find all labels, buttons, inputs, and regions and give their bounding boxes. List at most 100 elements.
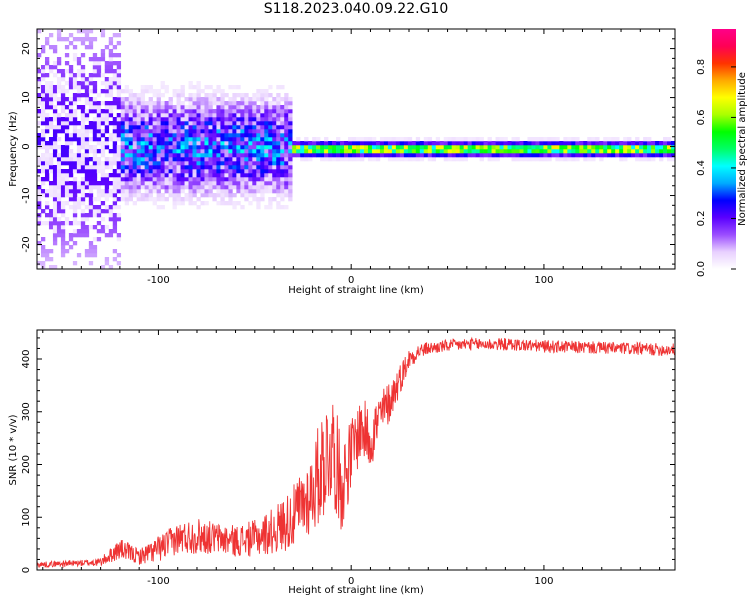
heatmap-cell bbox=[555, 137, 560, 142]
heatmap-cell bbox=[96, 105, 102, 110]
heatmap-cell bbox=[280, 177, 285, 182]
heatmap-cell bbox=[160, 181, 165, 186]
heatmap-cell bbox=[559, 153, 564, 158]
heatmap-cell bbox=[96, 157, 102, 162]
heatmap-cell bbox=[216, 149, 221, 154]
heatmap-cell bbox=[655, 141, 660, 146]
heatmap-cell bbox=[336, 141, 341, 146]
heatmap-cell bbox=[124, 149, 130, 154]
heatmap-cell bbox=[200, 165, 205, 170]
heatmap-cell bbox=[116, 113, 122, 118]
heatmap-cell bbox=[128, 113, 133, 118]
heatmap-cell bbox=[208, 177, 213, 182]
heatmap-cell bbox=[92, 89, 98, 94]
heatmap-cell bbox=[80, 93, 86, 98]
heatmap-cell bbox=[40, 117, 46, 122]
heatmap-cell bbox=[535, 141, 540, 146]
heatmap-cell bbox=[192, 105, 197, 110]
heatmap-cell bbox=[100, 169, 106, 174]
heatmap-cell bbox=[148, 101, 153, 106]
heatmap-cell bbox=[272, 113, 277, 118]
heatmap-cell bbox=[260, 117, 265, 122]
heatmap-cell bbox=[407, 149, 413, 154]
heatmap-cell bbox=[120, 149, 126, 154]
heatmap-cell bbox=[212, 169, 217, 174]
heatmap-cell bbox=[527, 149, 532, 154]
heatmap-cell bbox=[112, 149, 118, 154]
heatmap-cell bbox=[180, 197, 185, 202]
heatmap-cell bbox=[60, 93, 66, 98]
heatmap-cell bbox=[192, 97, 197, 102]
heatmap-cell bbox=[228, 129, 233, 134]
heatmap-cell bbox=[216, 125, 221, 130]
heatmap-cell bbox=[256, 189, 261, 194]
heatmap-cell bbox=[48, 69, 54, 74]
heatmap-cell bbox=[136, 97, 141, 102]
heatmap-cell bbox=[519, 141, 524, 146]
heatmap-cell bbox=[276, 97, 281, 102]
heatmap-cell bbox=[212, 117, 217, 122]
heatmap-cell bbox=[172, 157, 177, 162]
heatmap-cell bbox=[60, 181, 66, 186]
heatmap-cell bbox=[627, 145, 632, 150]
heatmap-cell bbox=[579, 141, 584, 146]
heatmap-cell bbox=[48, 213, 54, 218]
heatmap-cell bbox=[144, 113, 149, 118]
heatmap-cell bbox=[196, 117, 201, 122]
heatmap-cell bbox=[204, 177, 209, 182]
heatmap-cell bbox=[48, 189, 54, 194]
heatmap-cell bbox=[220, 113, 225, 118]
heatmap-cell bbox=[172, 93, 177, 98]
heatmap-cell bbox=[260, 165, 265, 170]
heatmap-cell bbox=[48, 217, 54, 222]
heatmap-cell bbox=[60, 149, 66, 154]
heatmap-cell bbox=[208, 193, 213, 198]
heatmap-cell bbox=[248, 177, 253, 182]
heatmap-cell bbox=[112, 77, 118, 82]
heatmap-cell bbox=[272, 169, 277, 174]
heatmap-cell bbox=[655, 145, 660, 150]
heatmap-cell bbox=[276, 169, 281, 174]
colorbar-ticks: 0.00.20.40.60.8 bbox=[696, 59, 736, 277]
heatmap-cell bbox=[332, 157, 337, 162]
heatmap-cell bbox=[60, 145, 66, 150]
heatmap-cell bbox=[256, 89, 261, 94]
heatmap-cell bbox=[340, 153, 345, 158]
heatmap-cell bbox=[240, 157, 245, 162]
heatmap-cell bbox=[184, 169, 189, 174]
heatmap-cell bbox=[479, 157, 484, 162]
heatmap-cell bbox=[252, 165, 257, 170]
heatmap-cell bbox=[40, 133, 46, 138]
heatmap-cell bbox=[72, 221, 78, 226]
heatmap-cell bbox=[68, 41, 74, 46]
heatmap-cell bbox=[224, 157, 229, 162]
heatmap-cell bbox=[288, 145, 293, 150]
heatmap-cell bbox=[252, 125, 257, 130]
heatmap-cell bbox=[423, 145, 429, 150]
heatmap-cell bbox=[64, 89, 70, 94]
heatmap-cell bbox=[260, 149, 265, 154]
heatmap-cell bbox=[224, 105, 229, 110]
heatmap-cell bbox=[180, 177, 185, 182]
heatmap-cell bbox=[44, 61, 50, 66]
heatmap-cell bbox=[80, 117, 86, 122]
heatmap-cell bbox=[248, 145, 253, 150]
heatmap-cell bbox=[72, 217, 78, 222]
heatmap-cell bbox=[200, 97, 205, 102]
heatmap-cell bbox=[551, 137, 556, 142]
heatmap-cell bbox=[507, 145, 512, 150]
heatmap-cell bbox=[112, 33, 118, 38]
heatmap-cell bbox=[268, 181, 273, 186]
heatmap-cell bbox=[72, 137, 78, 142]
heatmap-cell bbox=[176, 181, 181, 186]
heatmap-cell bbox=[92, 169, 98, 174]
heatmap-cell bbox=[316, 137, 321, 142]
heatmap-cell bbox=[196, 149, 201, 154]
heatmap-cell bbox=[196, 101, 201, 106]
heatmap-cell bbox=[260, 141, 265, 146]
heatmap-cell bbox=[363, 137, 369, 142]
heatmap-cell bbox=[164, 173, 169, 178]
heatmap-cell bbox=[37, 29, 42, 34]
heatmap-cell bbox=[240, 117, 245, 122]
heatmap-cell bbox=[88, 73, 94, 78]
